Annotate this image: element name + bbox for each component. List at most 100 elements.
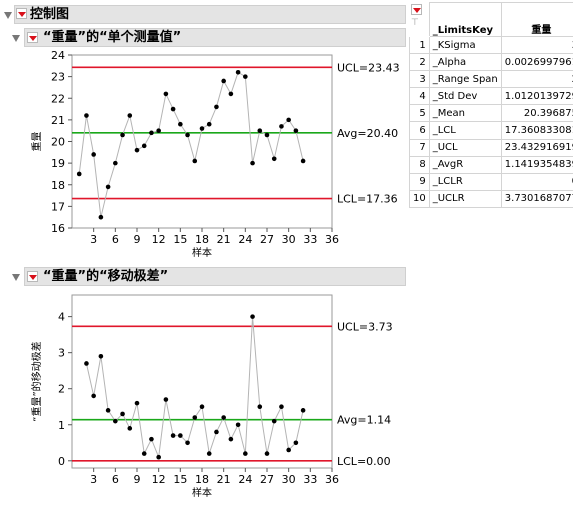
y-tick-label: 4 [58, 311, 65, 324]
x-tick-label: 3 [90, 233, 97, 246]
data-point [264, 451, 270, 456]
data-point [264, 132, 270, 138]
key-cell[interactable]: _Mean [428, 104, 502, 123]
table-row[interactable]: 2 _Alpha 0.0026997961 [409, 53, 573, 72]
data-point [214, 104, 219, 110]
table-row[interactable]: 7 _UCL 23.432916919 [409, 138, 573, 157]
data-point [127, 113, 133, 118]
table-row[interactable]: 1_KSigma3 [409, 35, 573, 55]
y-tick-label: 3 [58, 347, 65, 360]
key-cell[interactable]: _AvgR [428, 155, 502, 174]
table-row[interactable]: 5 _Mean 20.396875 [409, 104, 573, 123]
data-point [120, 132, 125, 138]
data-point [76, 171, 82, 177]
avg-label: Avg=1.14 [337, 414, 391, 427]
data-point [84, 361, 89, 366]
table-row[interactable]: 8 _AvgR 1.1419354839 [409, 155, 573, 174]
x-tick-label: 15 [173, 473, 187, 486]
y-tick-label: 24 [51, 49, 65, 62]
x-tick-label: 6 [112, 233, 119, 246]
disclosure-triangle-icon[interactable] [4, 12, 12, 19]
ucl-label: UCL=23.43 [337, 61, 400, 74]
data-point [221, 415, 226, 420]
data-point [141, 143, 147, 149]
data-point [235, 70, 241, 75]
red-triangle-menu-icon[interactable] [27, 32, 38, 43]
data-point [149, 130, 154, 136]
report-title: 控制图 [30, 7, 70, 22]
value-cell[interactable]: 0 [500, 172, 573, 191]
data-point [84, 113, 89, 118]
data-point [163, 91, 169, 97]
data-point [127, 426, 133, 431]
red-triangle-menu-icon[interactable] [27, 271, 38, 282]
x-tick-label: 6 [112, 473, 119, 486]
data-point [134, 400, 140, 406]
table-row[interactable]: 6 _LCL 17.360833081 [409, 121, 573, 140]
disclosure-triangle-icon[interactable] [12, 35, 20, 42]
x-tick-label: 15 [173, 233, 187, 246]
key-cell[interactable]: _Alpha [428, 53, 502, 72]
x-tick-label: 12 [152, 233, 166, 246]
table-row[interactable]: 4 _Std Dev 1.0120139729 [409, 87, 573, 106]
data-point [170, 106, 176, 112]
data-point [214, 429, 219, 435]
disclosure-triangle-icon[interactable] [12, 274, 20, 281]
y-tick-label: 17 [51, 200, 65, 213]
row-number: 7 [409, 138, 430, 157]
data-point [271, 156, 277, 162]
value-cell[interactable]: 3.7301687077 [500, 189, 573, 208]
value-cell[interactable]: 3 [500, 35, 573, 55]
plot-frame [71, 54, 333, 229]
data-point [293, 440, 299, 446]
x-tick-label: 9 [134, 473, 141, 486]
row-number: 5 [409, 104, 430, 123]
value-cell[interactable]: 0.0026997961 [500, 53, 573, 72]
row-number: 9 [409, 172, 430, 191]
data-point [286, 117, 291, 123]
value-cell[interactable]: 1.1419354839 [500, 155, 573, 174]
data-point [91, 152, 96, 157]
key-cell[interactable]: _UCLR [428, 189, 502, 208]
table-row[interactable]: 3_Range Span2 [409, 70, 573, 89]
data-point [120, 411, 125, 417]
table-row[interactable]: 9_LCLR0 [409, 172, 573, 191]
key-cell[interactable]: _UCL [428, 138, 502, 157]
data-point [192, 158, 198, 164]
key-cell[interactable]: _Range Span [428, 70, 502, 89]
data-point [163, 397, 169, 402]
data-point [199, 126, 205, 131]
x-tick-label: 3 [90, 473, 97, 486]
value-cell[interactable]: 23.432916919 [500, 138, 573, 157]
y-tick-label: 21 [51, 114, 65, 127]
key-cell[interactable]: _LCLR [428, 172, 502, 191]
key-cell[interactable]: _Std Dev [428, 87, 502, 106]
data-point [300, 408, 306, 413]
key-cell[interactable]: _KSigma [428, 35, 502, 55]
value-cell[interactable]: 17.360833081 [500, 121, 573, 140]
table-row[interactable]: 10 _UCLR 3.7301687077 [409, 189, 573, 208]
data-point [206, 451, 212, 456]
key-cell[interactable]: _LCL [428, 121, 502, 140]
value-cell[interactable]: 20.396875 [500, 104, 573, 123]
individual-chart-title: “重量”的“单个测量值” [43, 30, 182, 45]
y-axis-label: “重量”的移动极差 [30, 341, 43, 421]
moving-range-chart-header [24, 267, 406, 286]
value-cell[interactable]: 1.0120139729 [500, 87, 573, 106]
x-tick-label: 21 [217, 473, 231, 486]
data-point [98, 214, 104, 220]
data-point [206, 121, 212, 127]
individual-chart-header [24, 28, 406, 47]
y-tick-label: 22 [51, 92, 65, 105]
x-tick-label: 30 [282, 233, 296, 246]
x-tick-label: 9 [134, 233, 141, 246]
limitskey-column-header[interactable]: _LimitsKey [428, 2, 502, 37]
data-point [170, 433, 176, 438]
red-triangle-menu-icon[interactable] [16, 8, 27, 19]
data-point [185, 440, 190, 446]
value-cell[interactable]: 2 [500, 70, 573, 89]
data-point [279, 124, 284, 129]
weight-column-header[interactable]: 重量 [500, 2, 573, 37]
data-point [134, 147, 140, 153]
